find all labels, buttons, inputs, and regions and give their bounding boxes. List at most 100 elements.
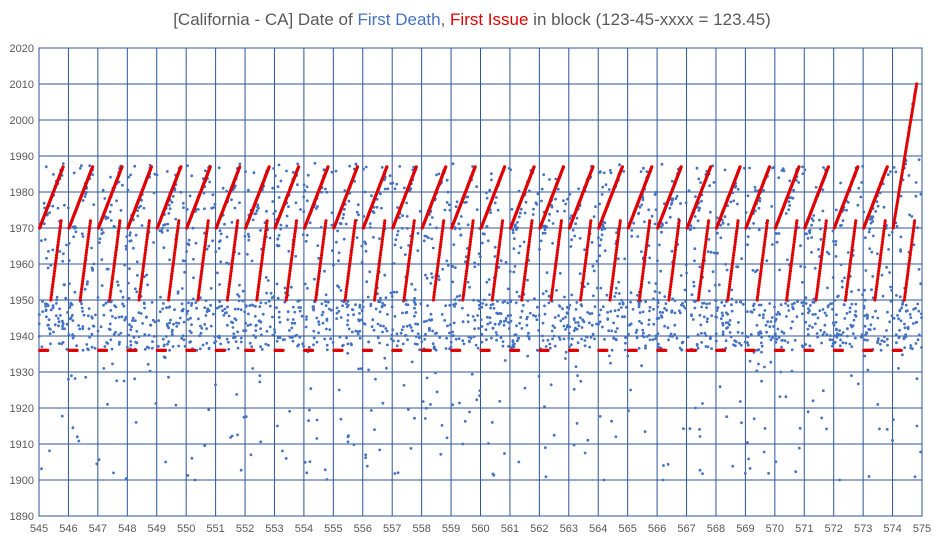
first-death-point (85, 343, 89, 346)
first-death-point (850, 374, 853, 377)
first-death-point (561, 307, 564, 311)
first-issue-point (615, 245, 619, 249)
first-death-point (801, 165, 804, 169)
first-death-point (833, 340, 837, 344)
first-death-point (694, 299, 698, 303)
first-death-point (149, 323, 153, 327)
first-death-point (512, 237, 516, 241)
first-issue-point (641, 269, 645, 273)
first-issue-point (403, 287, 407, 291)
first-death-point (447, 203, 451, 207)
first-death-point (895, 224, 899, 228)
first-death-point (834, 240, 838, 243)
first-death-point (654, 337, 657, 341)
first-death-point (451, 330, 455, 334)
first-death-point (839, 263, 843, 266)
first-issue-point (411, 229, 415, 233)
first-issue-point (144, 248, 148, 252)
first-death-point (567, 337, 571, 340)
first-death-point (429, 282, 433, 285)
first-death-point (518, 244, 522, 248)
first-issue-point (378, 253, 382, 257)
first-death-point (532, 314, 535, 317)
first-issue-point (55, 253, 59, 257)
first-issue-point (465, 269, 469, 273)
first-death-point (386, 313, 389, 316)
first-death-point (273, 328, 276, 331)
first-death-point (776, 327, 780, 331)
first-issue-point (176, 224, 180, 228)
first-death-point (846, 327, 849, 331)
first-death-point (828, 338, 832, 342)
first-death-point (615, 327, 619, 330)
first-death-point (246, 232, 250, 236)
first-death-point (841, 331, 845, 334)
first-issue-point (259, 269, 263, 273)
first-death-point (181, 259, 185, 263)
first-issue-point (376, 269, 380, 273)
first-death-point (752, 417, 756, 421)
first-death-point (185, 312, 189, 315)
first-death-point (558, 338, 562, 341)
first-issue-point (234, 232, 238, 236)
first-issue-point (493, 277, 497, 281)
first-death-point (693, 306, 697, 310)
first-death-point (723, 168, 727, 172)
first-death-point (293, 334, 297, 338)
first-death-point (846, 200, 850, 204)
first-issue-point (314, 295, 318, 299)
first-death-point (264, 301, 268, 305)
first-death-point (451, 403, 455, 407)
first-death-point (204, 314, 208, 317)
first-death-point (588, 312, 592, 316)
first-death-point (673, 333, 676, 336)
first-death-point (708, 184, 711, 188)
first-issue-point (138, 287, 142, 291)
first-death-point (696, 346, 700, 350)
first-issue-point (172, 258, 176, 262)
first-death-point (489, 303, 493, 307)
first-issue-point (54, 256, 58, 260)
first-death-point (547, 219, 551, 222)
first-death-point (493, 322, 497, 326)
first-death-point (701, 472, 704, 475)
first-death-point (521, 303, 525, 307)
first-death-point (48, 211, 51, 215)
first-death-point (573, 234, 577, 238)
first-issue-point (608, 295, 613, 299)
first-death-point (543, 304, 546, 308)
first-death-point (346, 319, 350, 322)
first-death-point (811, 399, 815, 403)
first-death-point (235, 393, 239, 396)
first-issue-point (527, 243, 531, 247)
first-death-point (901, 302, 905, 306)
first-death-point (225, 261, 229, 265)
first-death-point (627, 323, 631, 327)
first-death-point (378, 310, 382, 314)
first-death-point (548, 342, 552, 346)
first-death-point (37, 313, 41, 317)
first-issue-point (88, 219, 93, 223)
first-death-point (190, 456, 194, 460)
first-death-point (383, 178, 386, 182)
first-issue-point (113, 256, 117, 260)
first-issue-point (256, 287, 260, 291)
first-death-point (146, 362, 150, 366)
first-death-point (67, 242, 71, 245)
first-death-point (81, 310, 84, 313)
first-death-point (320, 302, 324, 306)
first-death-point (486, 322, 490, 326)
first-death-point (287, 249, 291, 253)
first-death-point (477, 262, 480, 266)
first-death-point (866, 368, 870, 372)
first-issue-point (435, 269, 439, 273)
first-issue-point (411, 232, 415, 236)
first-death-point (541, 292, 545, 296)
first-death-point (370, 194, 373, 198)
first-death-point (920, 346, 923, 349)
first-death-point (551, 222, 555, 225)
y-tick-label: 1940 (10, 331, 34, 343)
first-issue-point (523, 269, 528, 273)
first-issue-point (110, 277, 114, 281)
first-death-point (757, 206, 761, 210)
